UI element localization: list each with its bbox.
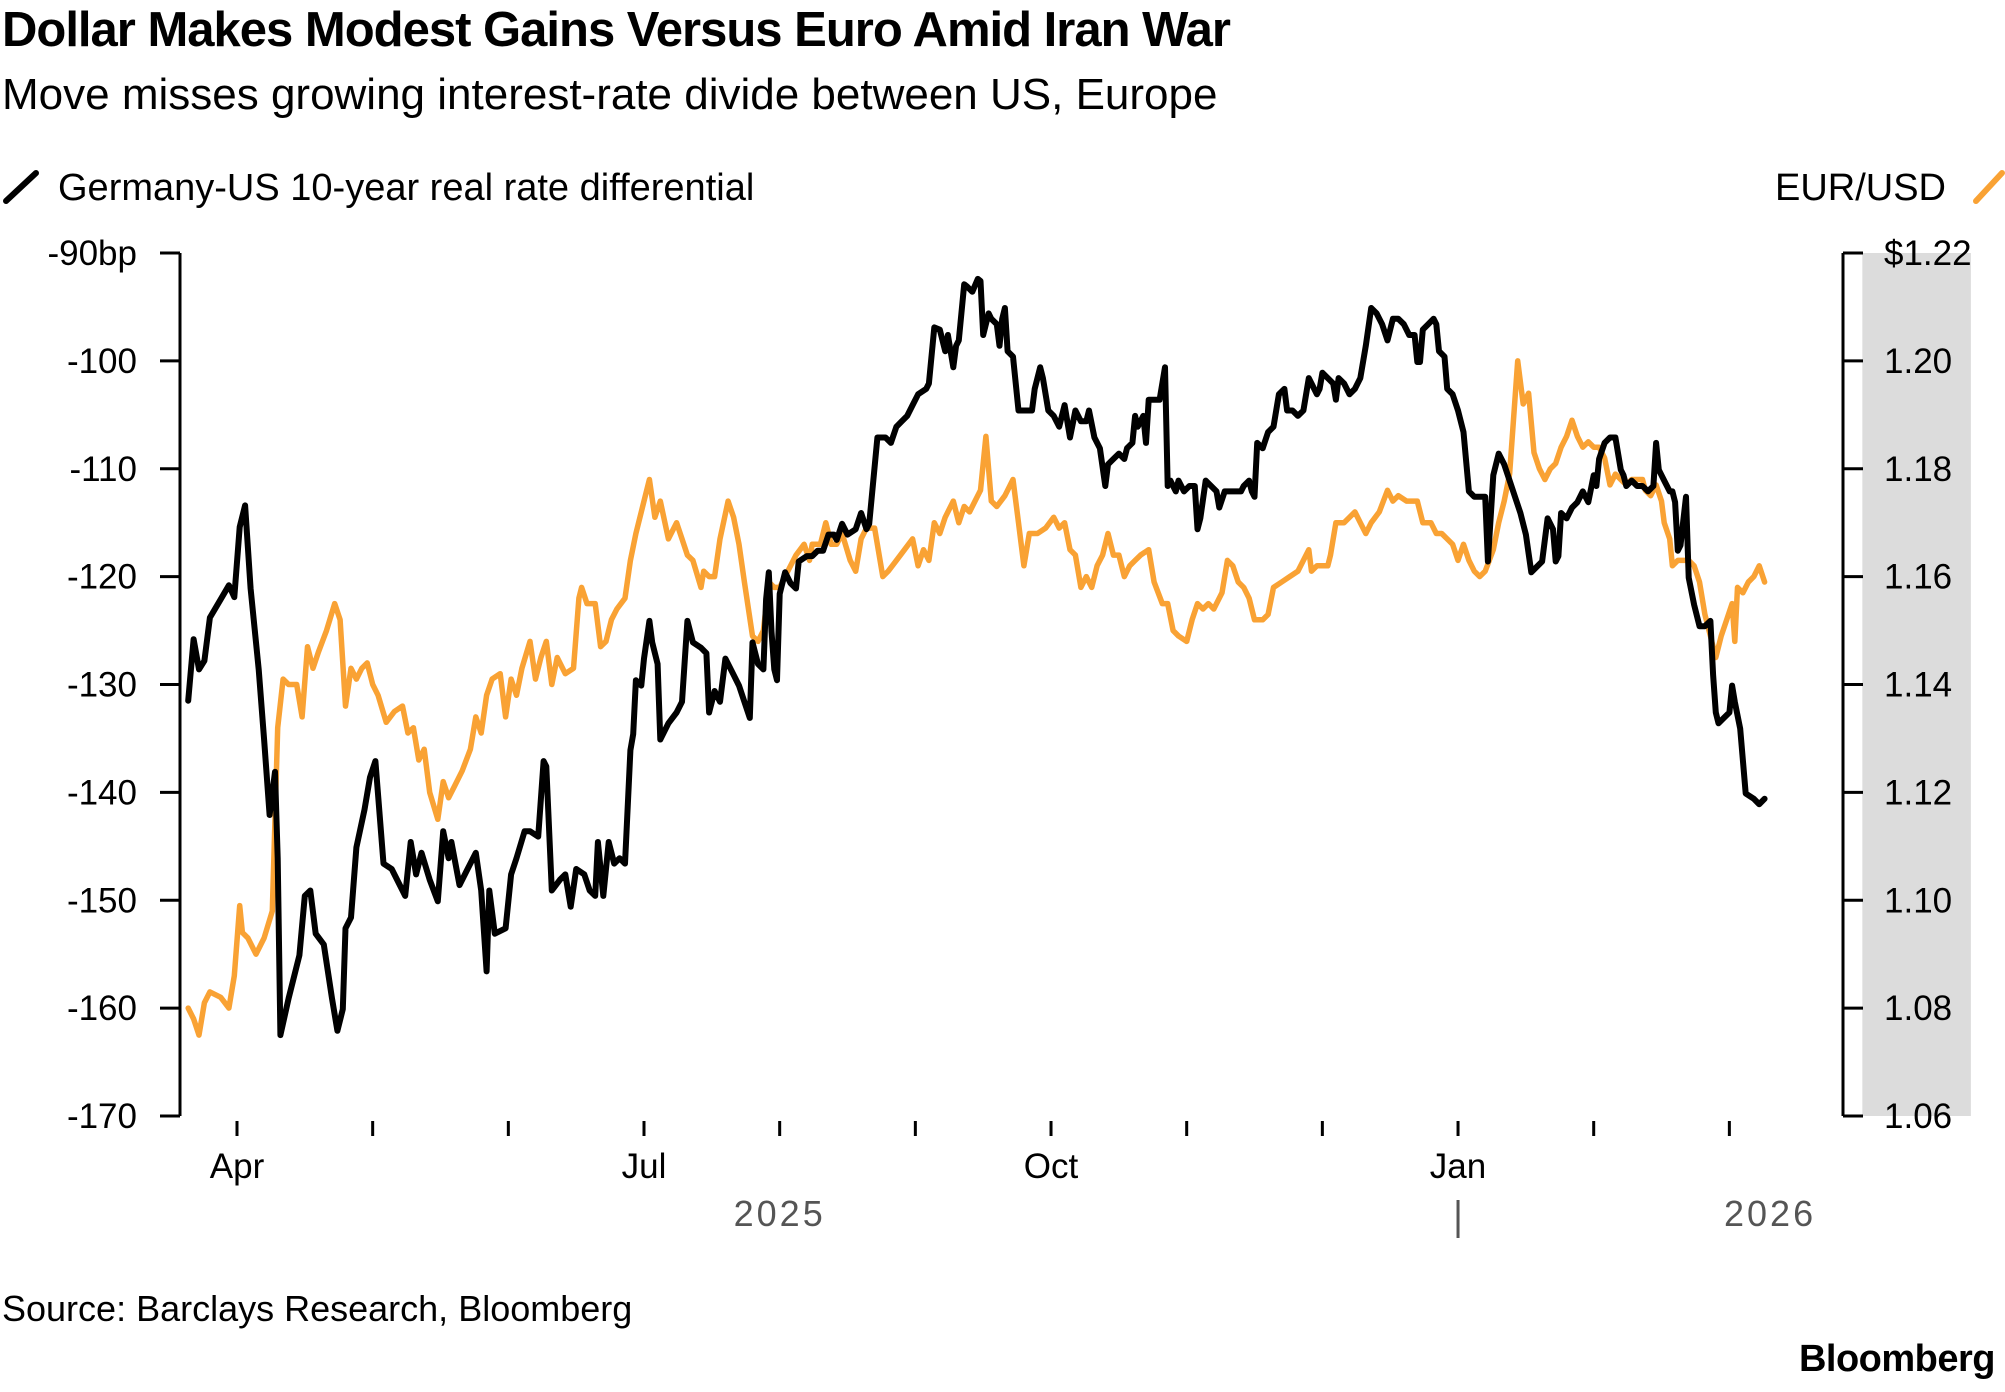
- left-axis-tick-label: -90bp: [47, 234, 137, 273]
- right-axis-tick-label: 1.12: [1884, 773, 1952, 812]
- x-axis-tick-label: Jan: [1430, 1147, 1486, 1186]
- left-axis-tick-label: -150: [67, 881, 137, 920]
- right-axis-tick-label: 1.08: [1884, 989, 1952, 1028]
- chart-title: Dollar Makes Modest Gains Versus Euro Am…: [2, 3, 1231, 57]
- source-note: Source: Barclays Research, Bloomberg: [2, 1288, 633, 1329]
- right-axis-tick-label: $1.22: [1884, 234, 1972, 273]
- left-axis-tick-label: -130: [67, 666, 137, 705]
- left-axis-tick-label: -140: [67, 773, 137, 812]
- left-axis-tick-label: -100: [67, 342, 137, 381]
- left-axis-tick-label: -110: [70, 450, 137, 489]
- legend-label-eurusd: EUR/USD: [1775, 167, 1946, 209]
- year-label: 2026: [1724, 1193, 1816, 1234]
- right-axis-tick-label: 1.20: [1884, 342, 1952, 381]
- x-axis-tick-label: Jul: [622, 1147, 667, 1186]
- left-axis-tick-label: -160: [67, 989, 137, 1028]
- year-label: 2025: [734, 1193, 826, 1234]
- x-axis-tick-label: Apr: [210, 1147, 265, 1186]
- bloomberg-logo: Bloomberg: [1798, 1338, 1996, 1380]
- legend-label-rate-differential: Germany-US 10-year real rate differentia…: [58, 167, 754, 209]
- right-axis-tick-label: 1.10: [1884, 881, 1952, 920]
- legend-swatch-rate-differential: [3, 170, 39, 204]
- left-axis-tick-label: -120: [67, 558, 137, 597]
- right-axis-tick-label: 1.18: [1884, 450, 1952, 489]
- shaded-period: [1862, 253, 1971, 1116]
- x-axis-tick-label: Oct: [1024, 1147, 1079, 1186]
- left-axis-tick-label: -170: [67, 1097, 137, 1136]
- right-axis-tick-label: 1.14: [1884, 666, 1952, 705]
- series-line-eurusd: [185, 358, 1768, 1038]
- chart-subtitle: Move misses growing interest-rate divide…: [2, 70, 1218, 119]
- right-axis-tick-label: 1.06: [1884, 1097, 1952, 1136]
- series-line-rate-differential: [185, 275, 1768, 1039]
- legend-swatch-eurusd: [1973, 170, 2005, 204]
- right-axis-tick-label: 1.16: [1884, 558, 1952, 597]
